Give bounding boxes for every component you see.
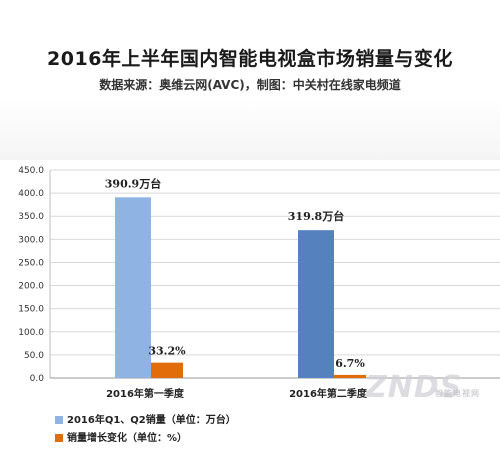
chart-subtitle: 数据来源：奥维云网(AVC)，制图：中关村在线家电频道 bbox=[99, 78, 401, 92]
data-label-sales: 390.9万台 bbox=[105, 176, 161, 190]
bar-growth bbox=[334, 374, 366, 378]
watermark-logo: ZNDS 智能电视网 bbox=[365, 370, 495, 405]
y-tick-label: 0.0 bbox=[30, 374, 45, 384]
data-label-growth: 33.2% bbox=[148, 345, 186, 358]
bar-growth bbox=[151, 362, 183, 378]
y-tick-label: 100.0 bbox=[18, 328, 44, 338]
watermark-subtext: 智能电视网 bbox=[435, 389, 480, 398]
bar-sales bbox=[298, 230, 334, 378]
legend-swatch bbox=[55, 416, 63, 424]
data-label-growth: 6.7% bbox=[335, 357, 365, 370]
x-category-label: 2016年第一季度 bbox=[106, 387, 185, 400]
legend-swatch bbox=[55, 434, 63, 442]
x-category-label: 2016年第二季度 bbox=[289, 387, 368, 400]
y-tick-label: 250.0 bbox=[18, 258, 44, 268]
watermark-text: ZNDS bbox=[365, 370, 463, 405]
y-tick-label: 50.0 bbox=[24, 351, 44, 361]
legend-label: 销量增长变化（单位：%） bbox=[67, 431, 187, 444]
chart-title: 2016年上半年国内智能电视盒市场销量与变化 bbox=[47, 48, 453, 70]
legend-label: 2016年Q1、Q2销量（单位：万台） bbox=[67, 413, 236, 426]
y-tick-label: 450.0 bbox=[18, 166, 44, 176]
y-tick-label: 150.0 bbox=[18, 305, 44, 315]
header-band bbox=[0, 100, 500, 160]
y-tick-label: 400.0 bbox=[18, 189, 44, 199]
y-tick-label: 300.0 bbox=[18, 235, 44, 245]
y-tick-label: 350.0 bbox=[18, 212, 44, 222]
data-label-sales: 319.8万台 bbox=[288, 209, 344, 223]
y-tick-label: 200.0 bbox=[18, 282, 44, 292]
bar-sales bbox=[115, 197, 151, 378]
